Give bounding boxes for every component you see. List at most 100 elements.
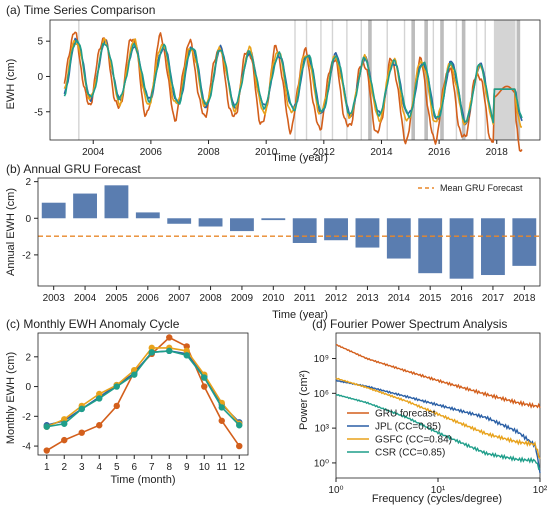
bar-2010: [261, 218, 286, 221]
x-tick-label: 12: [234, 462, 246, 473]
x-tick-label: 2008: [199, 293, 222, 304]
y-tick-label: 2: [25, 352, 31, 363]
x-tick-label: 11: [217, 462, 228, 473]
y-tick-label: -2: [22, 250, 31, 261]
panel-a-frame: [49, 19, 541, 141]
panel-a-xlabel: Time (year): [272, 152, 328, 164]
y-tick-label: 0: [25, 382, 31, 393]
x-tick-label: 2008: [197, 147, 220, 158]
panel-d-xlabel: Frequency (cycles/degree): [372, 493, 502, 505]
x-tick-label: 2003: [43, 293, 66, 304]
legend-mean-label: Mean GRU Forecast: [440, 183, 523, 193]
spectrum-line-1: [335, 379, 541, 474]
y-tick-label: 10⁹: [314, 354, 329, 365]
x-tick-label: 1: [44, 462, 50, 473]
x-tick-label: 2015: [419, 293, 442, 304]
bar-2011: [292, 218, 317, 243]
bar-2015: [418, 218, 443, 274]
missing-month-band: [475, 20, 478, 140]
point-gru: [183, 343, 190, 350]
x-tick-label: 2012: [313, 147, 336, 158]
missing-month-band: [331, 20, 334, 140]
point-csr: [148, 349, 155, 356]
bar-2017: [481, 218, 505, 276]
y-tick-label: 10³: [315, 424, 330, 435]
panel-d-ylabel: Power (cm²): [298, 370, 310, 430]
y-tick-label: -5: [34, 107, 43, 118]
missing-month-band: [360, 20, 362, 140]
panel-d-title: (d) Fourier Power Spectrum Analysis: [312, 317, 507, 331]
bar-2008: [198, 218, 223, 227]
series-line-gru: [46, 336, 240, 452]
x-tick-label: 2014: [370, 147, 393, 158]
x-tick-label: 5: [114, 462, 120, 473]
point-csr: [78, 405, 85, 413]
legend-label: JPL (CC=0.85): [375, 422, 441, 433]
legend-label: GSFC (CC=0.84): [375, 435, 452, 446]
x-tick-label: 2012: [325, 293, 348, 304]
missing-month-band: [305, 20, 308, 140]
panel-monthly-cycle: (c) Monthly EWH Anomaly Cycle Time (mont…: [5, 317, 249, 486]
x-tick-label: 2: [61, 462, 67, 473]
bar-2014: [386, 218, 411, 259]
panel-b-ylabel: Annual EWH (cm): [5, 188, 17, 276]
missing-month-band: [424, 20, 428, 140]
bar-2012: [324, 218, 348, 241]
missing-month-band: [461, 20, 466, 140]
point-csr: [113, 383, 120, 390]
panel-b-xlabel: Time (year): [272, 309, 328, 321]
y-tick-label: 10⁰: [314, 458, 329, 469]
missing-month-band: [516, 20, 521, 140]
missing-month-band: [294, 20, 296, 140]
panel-a-title: (a) Time Series Comparison: [6, 3, 155, 17]
gap-period-band: [493, 20, 516, 140]
point-csr: [61, 420, 68, 427]
spectrum-line-0: [335, 343, 541, 409]
x-tick-label: 2004: [74, 293, 97, 304]
panel-c-title: (c) Monthly EWH Anomaly Cycle: [6, 317, 180, 331]
x-tick-label: 3: [79, 462, 85, 473]
x-tick-label: 2010: [255, 147, 278, 158]
point-gsfc: [61, 416, 68, 423]
point-csr: [43, 423, 50, 430]
point-gru: [218, 417, 225, 424]
y-tick-label: 10⁶: [314, 389, 329, 400]
x-tick-label: 8: [166, 462, 172, 473]
point-gru: [43, 447, 50, 454]
point-csr: [131, 371, 138, 378]
missing-month-band: [78, 20, 80, 140]
x-tick-label: 2005: [105, 293, 128, 304]
point-gru: [201, 383, 208, 390]
x-tick-label: 2018: [486, 147, 509, 158]
point-csr: [96, 395, 103, 402]
spectrum-line-3: [335, 393, 541, 471]
y-tick-label: 5: [37, 37, 43, 48]
bar-2007: [167, 218, 192, 224]
panel-c-xlabel: Time (month): [111, 474, 176, 486]
panel-b-title: (b) Annual GRU Forecast: [6, 162, 141, 176]
x-tick-label: 2014: [388, 293, 411, 304]
x-tick-label: 2018: [513, 293, 536, 304]
x-tick-label: 2013: [356, 293, 379, 304]
x-tick-label: 7: [149, 462, 155, 473]
point-gru: [61, 436, 68, 444]
x-tick-label: 2007: [168, 293, 191, 304]
bar-2004: [73, 193, 97, 219]
x-tick-label: 9: [184, 462, 190, 473]
x-tick-label: 10: [199, 462, 211, 473]
x-tick-label: 2006: [137, 293, 160, 304]
missing-month-band: [411, 20, 415, 140]
x-tick-label: 10¹: [431, 485, 446, 496]
bar-2005: [104, 185, 129, 219]
spectrum-line-2: [335, 377, 541, 459]
point-gsfc: [96, 390, 103, 398]
panel-time-series: (a) Time Series Comparison Time (year) E…: [5, 3, 541, 164]
x-tick-label: 2006: [140, 147, 163, 158]
point-gru: [96, 422, 103, 429]
bar-2003: [41, 202, 66, 219]
point-gru: [236, 442, 243, 450]
x-tick-label: 10⁰: [328, 485, 343, 496]
point-csr: [236, 422, 243, 429]
missing-month-band: [320, 20, 322, 140]
bar-2006: [135, 212, 160, 219]
